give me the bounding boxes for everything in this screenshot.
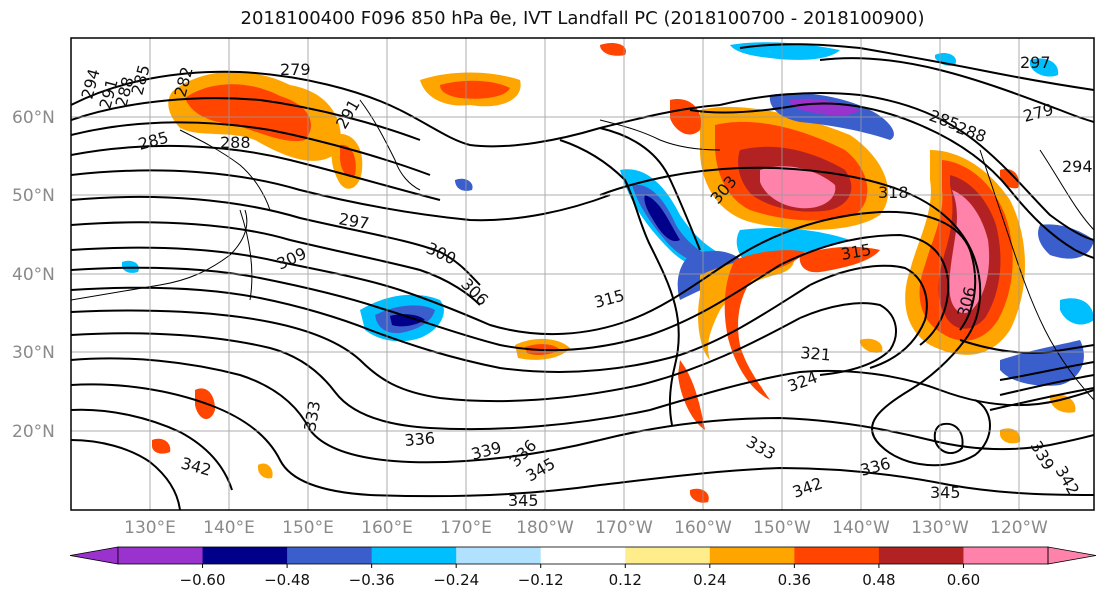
- colorbar-segment: [963, 547, 1049, 564]
- lon-label: 170°W: [595, 518, 653, 538]
- theta-e-contours: [71, 43, 1094, 510]
- colorbar-tick-label: 0.36: [778, 571, 811, 589]
- colorbar-tick-label: −0.24: [433, 571, 479, 589]
- latitude-axis: 60°N 50°N 40°N 30°N 20°N: [12, 108, 55, 442]
- lon-label: 150°W: [753, 518, 811, 538]
- contour-label: 279: [280, 60, 311, 79]
- contour-label: 321: [800, 343, 832, 365]
- colorbar-segment: [371, 547, 457, 564]
- colorbar-tick-label: −0.36: [349, 571, 395, 589]
- colorbar-segment: [202, 547, 288, 564]
- figure-title: 2018100400 F096 850 hPa θe, IVT Landfall…: [240, 8, 925, 29]
- lon-label: 170°E: [440, 518, 492, 538]
- coastlines: [71, 99, 1094, 401]
- colorbar-segment: [456, 547, 542, 564]
- lon-label: 130°W: [911, 518, 969, 538]
- longitude-axis: 130°E 140°E 150°E 160°E 170°E 180°W 170°…: [124, 518, 1048, 538]
- colorbar-segment: [709, 547, 795, 564]
- colorbar-tick-label: 0.24: [693, 571, 726, 589]
- lon-label: 130°E: [124, 518, 176, 538]
- map-border: [70, 37, 1095, 511]
- colorbar-tick-label: −0.12: [518, 571, 564, 589]
- lon-label: 150°E: [282, 518, 334, 538]
- contour-label: 294: [1062, 157, 1093, 176]
- colorbar-tick-label: −0.48: [264, 571, 310, 589]
- lat-label: 40°N: [12, 265, 55, 285]
- lat-label: 30°N: [12, 343, 55, 363]
- colorbar-segment: [794, 547, 880, 564]
- colorbar-tick-label: 0.12: [609, 571, 642, 589]
- colorbar-max-extension: [1047, 546, 1097, 565]
- contour-label: 336: [404, 428, 436, 450]
- lat-label: 20°N: [12, 422, 55, 442]
- colorbar: [69, 546, 1097, 565]
- lat-label: 50°N: [12, 186, 55, 206]
- graticule: [71, 38, 1094, 510]
- shaded-field: [122, 42, 1094, 503]
- lon-label: 120°W: [990, 518, 1048, 538]
- colorbar-segment: [287, 547, 373, 564]
- lon-label: 140°E: [203, 518, 255, 538]
- colorbar-segment: [878, 547, 964, 564]
- colorbar-tick-label: 0.60: [947, 571, 980, 589]
- colorbar-ticks: −0.60 −0.48 −0.36 −0.24 −0.12 0.12 0.24 0.36 0.4…: [180, 564, 980, 589]
- contour-label: 297: [1020, 53, 1051, 72]
- colorbar-min-extension: [69, 546, 119, 565]
- colorbar-segment: [625, 547, 711, 564]
- lon-label: 160°E: [361, 518, 413, 538]
- contour-label: 288: [220, 133, 251, 152]
- map-content: 294 291 288 285 282 279 285 288 291 297 …: [71, 38, 1094, 510]
- colorbar-tick-label: −0.60: [180, 571, 226, 589]
- colorbar-border: [117, 546, 1049, 565]
- lon-label: 180°W: [516, 518, 574, 538]
- colorbar-segment: [118, 547, 204, 564]
- lon-label: 140°W: [832, 518, 890, 538]
- colorbar-tick-label: 0.48: [862, 571, 895, 589]
- lat-label: 60°N: [12, 108, 55, 128]
- contour-label: 345: [930, 483, 961, 502]
- lon-label: 160°W: [674, 518, 732, 538]
- contour-label: 318: [878, 183, 909, 202]
- colorbar-segment: [540, 547, 626, 564]
- contour-label: 345: [508, 491, 539, 510]
